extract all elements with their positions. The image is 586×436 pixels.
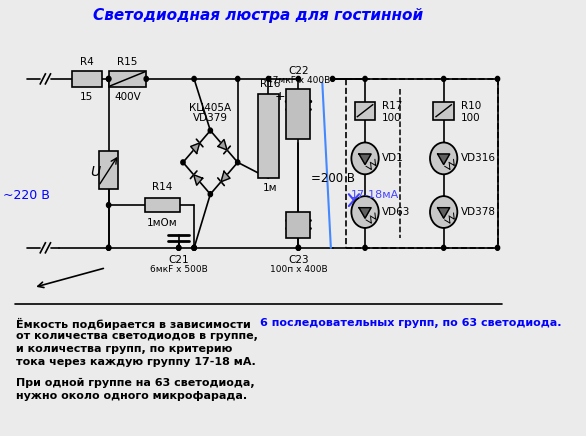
Bar bbox=[355, 102, 375, 119]
Text: КЦ405А: КЦ405А bbox=[189, 103, 231, 113]
Circle shape bbox=[352, 196, 379, 228]
Text: 47мкF х 400В: 47мкF х 400В bbox=[267, 76, 330, 85]
Polygon shape bbox=[438, 208, 449, 218]
Text: 400V: 400V bbox=[114, 92, 141, 102]
Text: и количества групп, по критерию: и количества групп, по критерию bbox=[16, 344, 233, 354]
Text: тока через каждую группу 17-18 мА.: тока через каждую группу 17-18 мА. bbox=[16, 357, 256, 367]
Circle shape bbox=[192, 245, 196, 250]
Bar bbox=[258, 94, 279, 178]
Circle shape bbox=[297, 76, 301, 82]
Circle shape bbox=[107, 76, 111, 82]
Circle shape bbox=[363, 245, 367, 250]
Text: =200 В: =200 В bbox=[311, 172, 355, 185]
Circle shape bbox=[441, 76, 446, 82]
Text: C22: C22 bbox=[288, 66, 309, 76]
Text: VD378: VD378 bbox=[461, 207, 496, 217]
Text: 17-18мА: 17-18мА bbox=[351, 190, 400, 200]
Text: Ёмкость подбирается в зависимости: Ёмкость подбирается в зависимости bbox=[16, 318, 251, 330]
Text: R15: R15 bbox=[117, 57, 138, 67]
Text: VD379: VD379 bbox=[193, 112, 228, 123]
Circle shape bbox=[192, 245, 196, 250]
Circle shape bbox=[363, 76, 367, 82]
Text: от количества светодиодов в группе,: от количества светодиодов в группе, bbox=[16, 331, 258, 341]
Text: VD63: VD63 bbox=[382, 207, 411, 217]
Text: 100п х 400В: 100п х 400В bbox=[270, 265, 327, 274]
Circle shape bbox=[495, 76, 500, 82]
Bar bbox=[434, 102, 454, 119]
Circle shape bbox=[107, 245, 111, 250]
Text: R17: R17 bbox=[382, 101, 403, 111]
Bar bbox=[99, 151, 118, 189]
Circle shape bbox=[192, 245, 196, 250]
Text: C21: C21 bbox=[168, 255, 189, 265]
Circle shape bbox=[495, 245, 500, 250]
Text: C23: C23 bbox=[288, 255, 309, 265]
Circle shape bbox=[107, 76, 111, 82]
Text: U: U bbox=[90, 165, 100, 179]
Text: 1мОм: 1мОм bbox=[147, 218, 178, 228]
Text: 15: 15 bbox=[80, 92, 93, 102]
Circle shape bbox=[192, 76, 196, 82]
Text: 100: 100 bbox=[382, 112, 402, 123]
Text: ~220 В: ~220 В bbox=[3, 189, 50, 201]
Circle shape bbox=[236, 76, 240, 82]
Text: 1м: 1м bbox=[263, 183, 277, 193]
Circle shape bbox=[352, 143, 379, 174]
Circle shape bbox=[176, 245, 181, 250]
Circle shape bbox=[297, 245, 301, 250]
Circle shape bbox=[236, 160, 240, 165]
Polygon shape bbox=[194, 175, 203, 185]
Text: +: + bbox=[275, 90, 286, 103]
Circle shape bbox=[266, 76, 271, 82]
Text: VD1: VD1 bbox=[382, 153, 404, 164]
Bar bbox=[287, 89, 311, 139]
Circle shape bbox=[176, 245, 181, 250]
Circle shape bbox=[144, 76, 148, 82]
Bar bbox=[287, 212, 311, 238]
Text: Светодиодная люстра для гостинной: Светодиодная люстра для гостинной bbox=[93, 8, 423, 23]
Text: нужно около одного микрофарада.: нужно около одного микрофарада. bbox=[16, 391, 247, 401]
Text: R14: R14 bbox=[152, 182, 173, 192]
Bar bbox=[72, 71, 102, 87]
Text: R10: R10 bbox=[461, 101, 481, 111]
Circle shape bbox=[181, 160, 185, 165]
Circle shape bbox=[331, 76, 335, 82]
Circle shape bbox=[107, 203, 111, 208]
Circle shape bbox=[430, 143, 457, 174]
Text: 6 последовательных групп, по 63 светодиода.: 6 последовательных групп, по 63 светодио… bbox=[260, 318, 561, 328]
Bar bbox=[108, 71, 146, 87]
Text: R16: R16 bbox=[260, 79, 280, 89]
Text: R4: R4 bbox=[80, 57, 93, 67]
Polygon shape bbox=[359, 208, 371, 218]
Text: При одной группе на 63 светодиода,: При одной группе на 63 светодиода, bbox=[16, 378, 255, 388]
Text: VD316: VD316 bbox=[461, 153, 496, 164]
Text: 100: 100 bbox=[461, 112, 481, 123]
Circle shape bbox=[441, 245, 446, 250]
Circle shape bbox=[208, 192, 213, 197]
Polygon shape bbox=[218, 140, 227, 150]
Polygon shape bbox=[221, 171, 230, 182]
Polygon shape bbox=[438, 154, 449, 164]
Circle shape bbox=[430, 196, 457, 228]
Polygon shape bbox=[359, 154, 371, 164]
Circle shape bbox=[107, 245, 111, 250]
Circle shape bbox=[208, 128, 213, 133]
Bar bbox=[145, 198, 180, 212]
Text: 6мкF х 500В: 6мкF х 500В bbox=[150, 265, 207, 274]
Polygon shape bbox=[190, 143, 200, 153]
Circle shape bbox=[297, 245, 301, 250]
